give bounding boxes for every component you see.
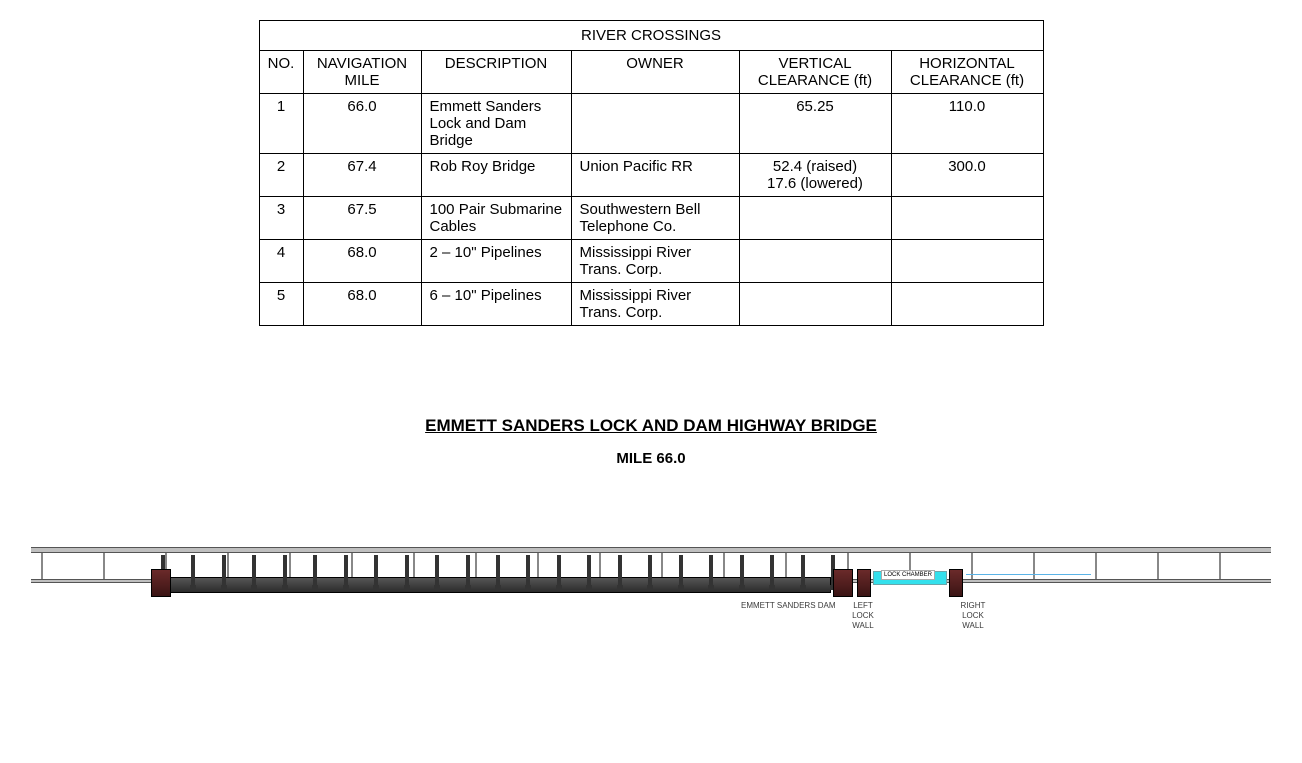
approach-pier [1033, 553, 1035, 579]
dam-label: EMMETT SANDERS DAM [741, 601, 836, 611]
dam-pier [344, 555, 348, 585]
approach-pier [661, 553, 663, 579]
dam-pier [191, 555, 195, 585]
cell-horz [891, 283, 1043, 326]
right-abutment [833, 569, 853, 597]
dam-pier [587, 555, 591, 585]
river-water-line [966, 574, 1091, 575]
table-row: 166.0Emmett Sanders Lock and Dam Bridge 6… [259, 94, 1043, 154]
dam-pier [770, 555, 774, 585]
approach-pier [1095, 553, 1097, 579]
dam-pier [374, 555, 378, 585]
cell-horz: 300.0 [891, 154, 1043, 197]
approach-pier [785, 553, 787, 579]
right-lock-wall-label: RIGHTLOCKWALL [953, 601, 993, 631]
table-title: RIVER CROSSINGS [259, 21, 1043, 51]
cell-vert: 65.25 [739, 94, 891, 154]
dam-pier [496, 555, 500, 585]
cell-owner: Union Pacific RR [571, 154, 739, 197]
dam-pier [283, 555, 287, 585]
col-desc: DESCRIPTION [421, 51, 571, 94]
cell-desc: Rob Roy Bridge [421, 154, 571, 197]
col-vert: VERTICAL CLEARANCE (ft) [739, 51, 891, 94]
cell-desc: 100 Pair Submarine Cables [421, 197, 571, 240]
col-mile: NAVIGATION MILE [303, 51, 421, 94]
approach-pier [413, 553, 415, 579]
cell-no: 4 [259, 240, 303, 283]
table-row: 267.4Rob Roy BridgeUnion Pacific RR52.4 … [259, 154, 1043, 197]
col-no: NO. [259, 51, 303, 94]
figure-subtitle: MILE 66.0 [30, 450, 1272, 467]
cell-horz [891, 240, 1043, 283]
cell-horz: 110.0 [891, 94, 1043, 154]
cell-owner [571, 94, 739, 154]
dam-pier [405, 555, 409, 585]
col-horz: HORIZONTAL CLEARANCE (ft) [891, 51, 1043, 94]
col-owner: OWNER [571, 51, 739, 94]
cell-no: 5 [259, 283, 303, 326]
table-header-row: NO. NAVIGATION MILE DESCRIPTION OWNER VE… [259, 51, 1043, 94]
cell-desc: Emmett Sanders Lock and Dam Bridge [421, 94, 571, 154]
dam-pier [740, 555, 744, 585]
cell-mile: 66.0 [303, 94, 421, 154]
cell-mile: 67.4 [303, 154, 421, 197]
dam-pier [709, 555, 713, 585]
bridge-diagram: LOCK CHAMBER EMMETT SANDERS DAM LEFTLOCKWA… [31, 547, 1271, 657]
left-lock-wall [857, 569, 871, 597]
table-row: 367.5100 Pair Submarine CablesSouthweste… [259, 197, 1043, 240]
dam-pier [648, 555, 652, 585]
cell-no: 3 [259, 197, 303, 240]
left-abutment [151, 569, 171, 597]
dam-pier [313, 555, 317, 585]
lock-chamber-label: LOCK CHAMBER [881, 570, 935, 580]
approach-pier [103, 553, 105, 579]
cell-mile: 68.0 [303, 240, 421, 283]
dam-pier [466, 555, 470, 585]
table-row: 568.06 – 10" PipelinesMississippi River … [259, 283, 1043, 326]
dam-pier [679, 555, 683, 585]
dam-pier [435, 555, 439, 585]
approach-pier [227, 553, 229, 579]
cell-owner: Southwestern Bell Telephone Co. [571, 197, 739, 240]
table-title-row: RIVER CROSSINGS [259, 21, 1043, 51]
right-lock-wall [949, 569, 963, 597]
approach-pier [971, 553, 973, 579]
cell-vert [739, 283, 891, 326]
dam-pier [801, 555, 805, 585]
cell-mile: 67.5 [303, 197, 421, 240]
river-crossings-table-wrap: RIVER CROSSINGS NO. NAVIGATION MILE DESC… [30, 20, 1272, 326]
approach-pier [1219, 553, 1221, 579]
dam-pier [618, 555, 622, 585]
approach-pier [537, 553, 539, 579]
cell-mile: 68.0 [303, 283, 421, 326]
approach-pier [351, 553, 353, 579]
figure-title: EMMETT SANDERS LOCK AND DAM HIGHWAY BRID… [30, 416, 1272, 436]
approach-pier [289, 553, 291, 579]
approach-pier [723, 553, 725, 579]
approach-pier [1157, 553, 1159, 579]
dam-pier [252, 555, 256, 585]
table-row: 468.02 – 10" PipelinesMississippi River … [259, 240, 1043, 283]
cell-vert: 52.4 (raised)17.6 (lowered) [739, 154, 891, 197]
cell-no: 2 [259, 154, 303, 197]
cell-no: 1 [259, 94, 303, 154]
cell-owner: Mississippi River Trans. Corp. [571, 283, 739, 326]
cell-desc: 2 – 10" Pipelines [421, 240, 571, 283]
approach-pier [41, 553, 43, 579]
approach-pier [475, 553, 477, 579]
cell-vert [739, 197, 891, 240]
dam-pier [526, 555, 530, 585]
river-crossings-table: RIVER CROSSINGS NO. NAVIGATION MILE DESC… [259, 20, 1044, 326]
cell-vert [739, 240, 891, 283]
approach-pier [599, 553, 601, 579]
dam-pier [557, 555, 561, 585]
cell-horz [891, 197, 1043, 240]
bridge-deck-top [31, 547, 1271, 553]
cell-owner: Mississippi River Trans. Corp. [571, 240, 739, 283]
cell-desc: 6 – 10" Pipelines [421, 283, 571, 326]
left-lock-wall-label: LEFTLOCKWALL [843, 601, 883, 631]
dam-pier [222, 555, 226, 585]
